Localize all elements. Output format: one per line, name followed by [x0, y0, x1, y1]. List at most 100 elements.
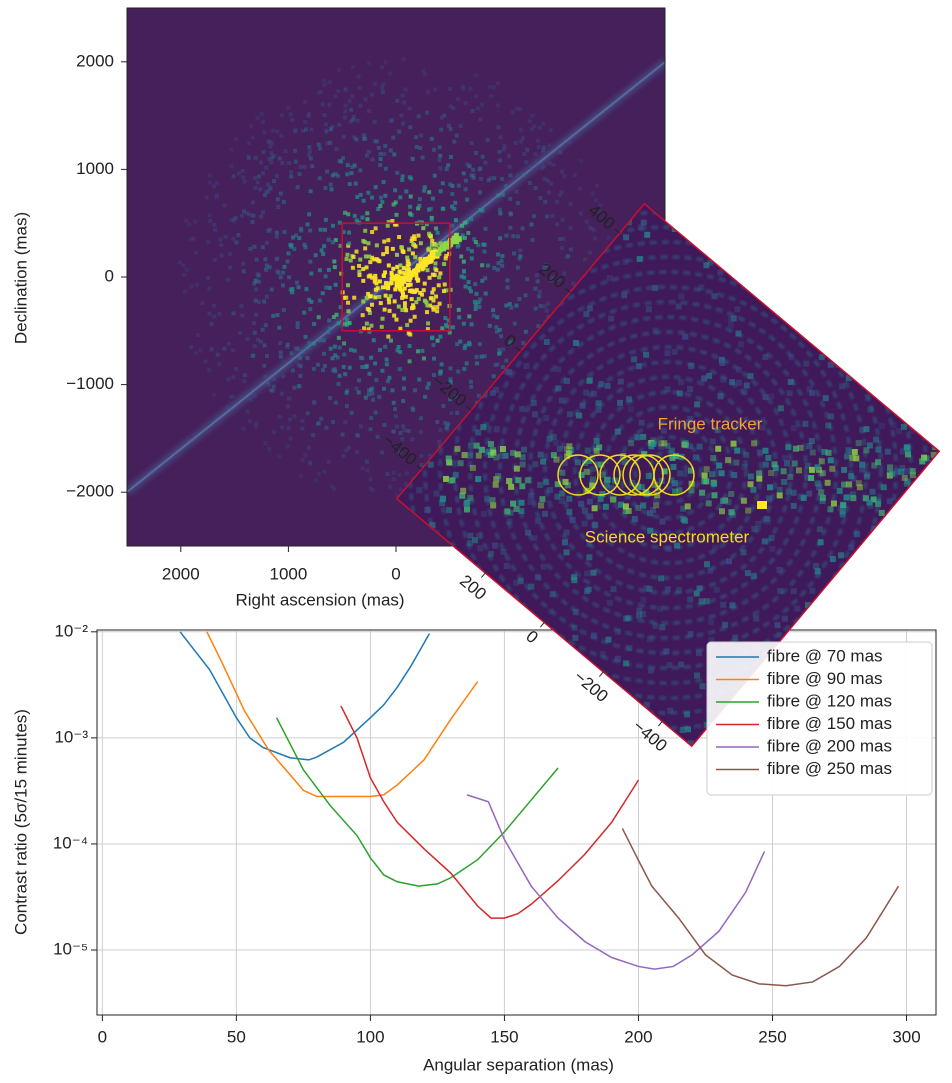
- series-line: [466, 794, 766, 970]
- speckle-dot: [400, 174, 405, 179]
- speckle-dot: [783, 208, 790, 215]
- speckle-dot: [472, 237, 477, 242]
- speckle-dot: [680, 516, 687, 523]
- speckle-dot: [464, 361, 469, 366]
- speckle-dot: [456, 307, 461, 312]
- speckle-dot: [387, 484, 392, 489]
- speckle-dot: [406, 283, 411, 288]
- band-dot: [886, 469, 893, 476]
- speckle-dot: [426, 321, 431, 326]
- speckle-dot: [588, 250, 593, 255]
- speckle-dot: [275, 129, 280, 134]
- speckle-dot: [407, 247, 412, 252]
- speckle-dot: [827, 361, 834, 368]
- speckle-dot: [344, 404, 349, 409]
- fibre: [557, 454, 599, 496]
- speckle-dot: [736, 366, 743, 373]
- speckle-dot: [710, 238, 717, 245]
- speckle-dot: [349, 171, 354, 176]
- band-dot: [922, 473, 929, 480]
- speckle-dot: [296, 285, 301, 290]
- speckle-dot: [386, 296, 391, 301]
- speckle-dot: [616, 399, 623, 406]
- speckle-dot: [391, 470, 396, 475]
- speckle-dot: [708, 619, 715, 626]
- speckle-dot: [290, 368, 295, 373]
- speckle-dot: [864, 275, 871, 282]
- speckle-dot: [267, 447, 272, 452]
- speckle-dot: [938, 217, 940, 224]
- speckle-dot: [489, 94, 494, 99]
- speckle-dot: [494, 329, 499, 334]
- speckle-dot: [638, 419, 645, 426]
- speckle-dot: [827, 250, 834, 257]
- speckle-dot: [584, 570, 591, 577]
- speckle-dot: [391, 400, 396, 405]
- speckle-dot: [747, 373, 754, 380]
- speckle-dot: [337, 220, 342, 225]
- speckle-dot: [448, 154, 453, 159]
- streak-dot: [422, 261, 427, 266]
- speckle-dot: [527, 181, 532, 186]
- band-dot: [618, 501, 625, 508]
- speckle-dot: [264, 294, 269, 299]
- speckle-dot: [209, 321, 214, 326]
- speckle-dot: [398, 284, 403, 289]
- speckle-dot: [625, 615, 632, 622]
- speckle-dot: [437, 145, 442, 150]
- band-dot: [824, 479, 831, 486]
- speckle-dot: [391, 202, 396, 207]
- speckle-dot: [804, 474, 811, 481]
- speckle-dot: [919, 203, 926, 207]
- speckle-dot: [343, 109, 348, 114]
- speckle-dot: [861, 326, 868, 333]
- speckle-dot: [263, 257, 268, 262]
- speckle-dot: [708, 637, 715, 644]
- speckle-dot: [869, 282, 876, 289]
- series-line: [179, 631, 431, 761]
- speckle-dot: [469, 384, 474, 389]
- speckle-dot: [414, 272, 419, 277]
- band-dot: [475, 452, 482, 459]
- speckle-dot: [383, 270, 388, 275]
- speckle-dot: [366, 149, 371, 154]
- speckle-dot: [361, 278, 366, 283]
- speckle-dot: [373, 295, 378, 300]
- speckle-dot: [578, 186, 583, 191]
- speckle-dot: [432, 356, 437, 361]
- speckle-dot: [566, 254, 571, 259]
- speckle-dot: [343, 420, 348, 425]
- speckle-dot: [301, 129, 306, 134]
- speckle-dot: [435, 596, 442, 603]
- speckle-dot: [460, 233, 465, 238]
- speckle-dot: [352, 114, 357, 119]
- speckle-dot: [241, 426, 246, 431]
- speckle-dot: [322, 351, 327, 356]
- speckle-dot: [312, 321, 317, 326]
- speckle-dot: [863, 322, 870, 329]
- band-dot: [493, 454, 500, 461]
- speckle-dot: [472, 299, 477, 304]
- speckle-dot: [345, 172, 350, 177]
- speckle-dot: [309, 271, 314, 276]
- speckle-dot: [427, 246, 432, 251]
- speckle-dot: [942, 279, 948, 285]
- y-tick: [416, 464, 422, 470]
- speckle-dot: [614, 628, 621, 635]
- speckle-dot: [253, 298, 258, 303]
- speckle-dot: [300, 419, 305, 424]
- speckle-dot: [380, 450, 385, 455]
- band-dot: [550, 452, 557, 459]
- speckle-dot: [466, 247, 471, 252]
- band-dot: [814, 464, 821, 471]
- speckle-dot: [719, 359, 726, 366]
- speckle-dot: [381, 252, 386, 257]
- speckle-dot: [214, 195, 219, 200]
- speckle-dot: [488, 550, 495, 557]
- speckle-dot: [698, 284, 705, 291]
- speckle-dot: [431, 343, 436, 348]
- speckle-dot: [336, 335, 341, 340]
- band-dot: [776, 492, 783, 499]
- speckle-dot: [366, 61, 371, 66]
- speckle-dot: [542, 176, 547, 181]
